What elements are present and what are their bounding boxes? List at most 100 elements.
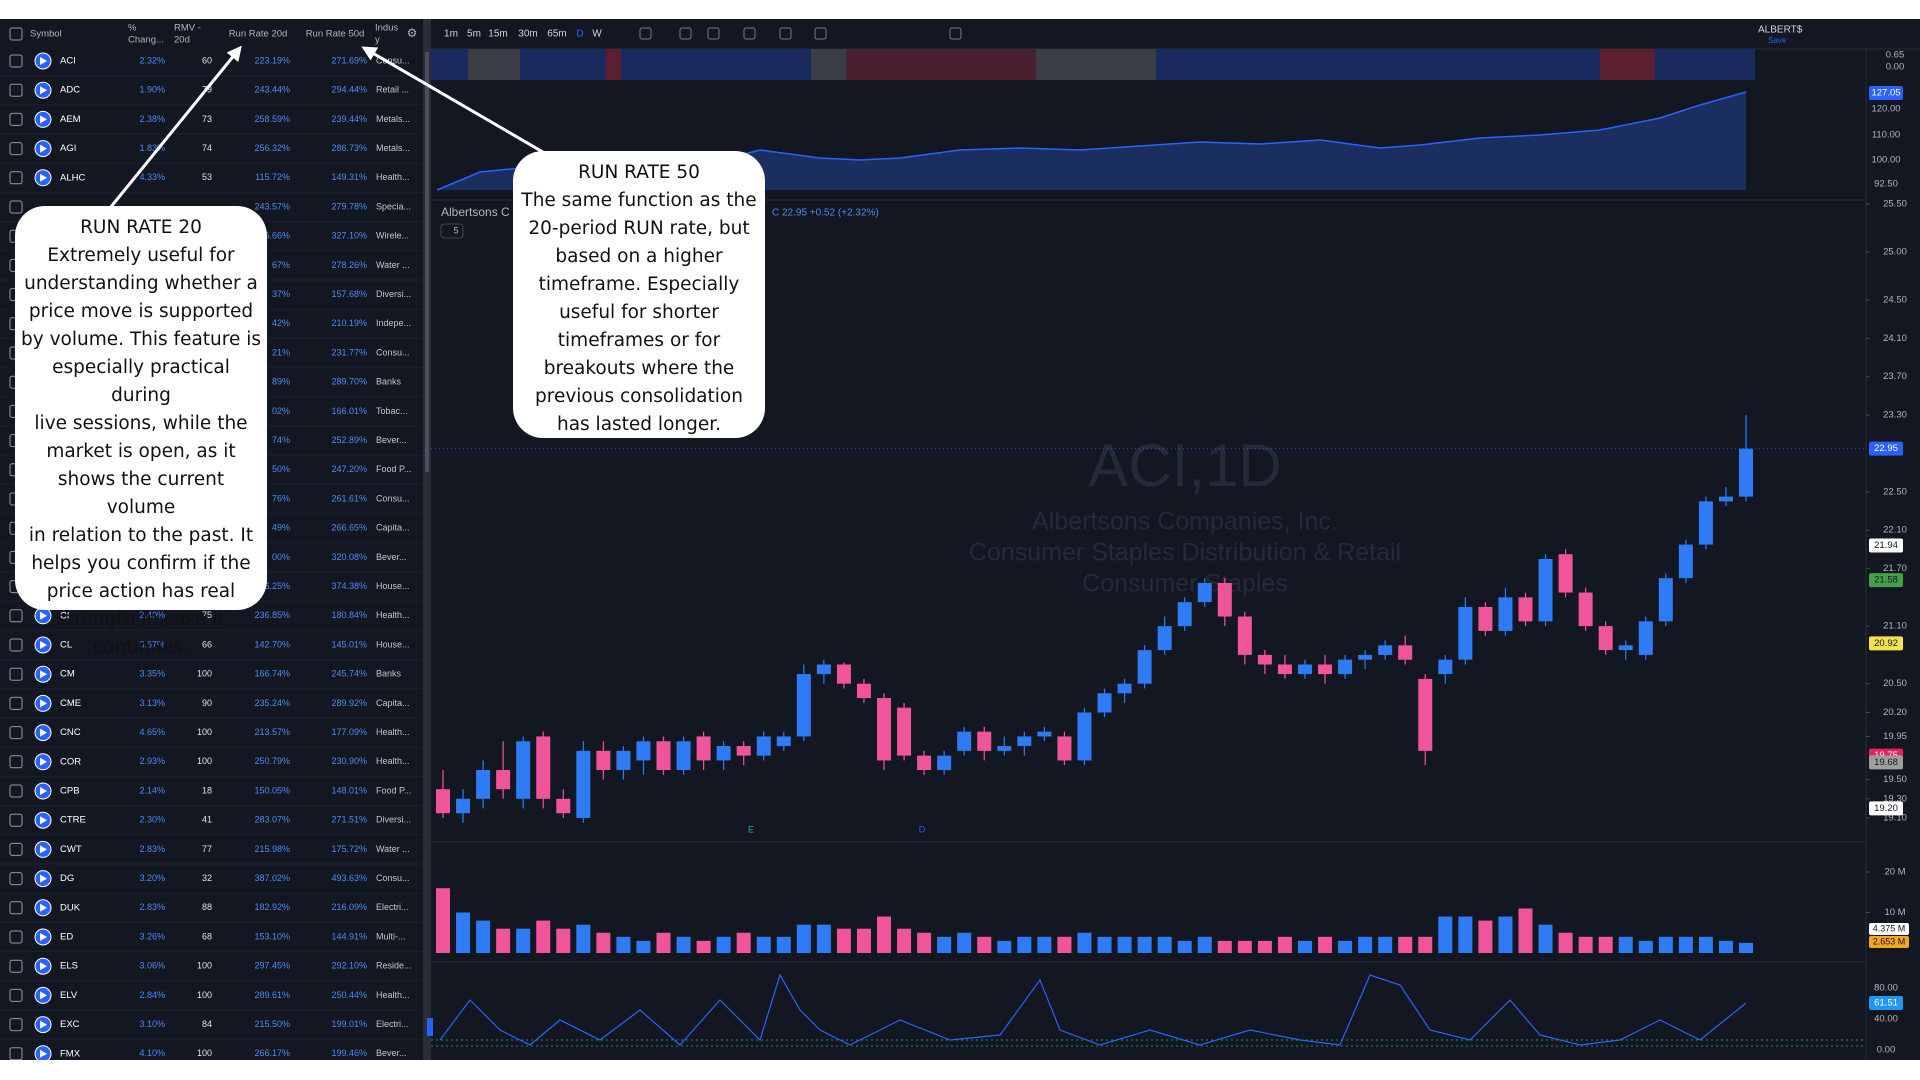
symbol[interactable]: ELS <box>60 961 78 972</box>
toolbar-icon[interactable] <box>743 27 756 40</box>
row-checkbox[interactable] <box>9 755 23 769</box>
symbol[interactable]: FMX <box>60 1048 81 1059</box>
symbol[interactable]: ACI <box>60 56 76 67</box>
symbol[interactable]: CPB <box>60 786 80 797</box>
column-header[interactable]: RMV - <box>174 23 201 34</box>
toolbar-icon[interactable] <box>779 27 792 40</box>
column-header[interactable]: Indus <box>375 23 398 34</box>
candle-body <box>756 736 771 756</box>
rmv-20d: 32 <box>202 873 212 883</box>
symbol[interactable]: ADC <box>60 85 80 96</box>
run-rate-20d: 115.72% <box>255 172 290 182</box>
select-all-checkbox[interactable] <box>9 27 23 41</box>
row-checkbox[interactable] <box>9 901 23 915</box>
symbol[interactable]: ED <box>60 932 73 943</box>
symbol[interactable]: ELV <box>60 990 78 1001</box>
volume-bar <box>1217 940 1232 953</box>
symbol[interactable]: CL <box>60 640 72 651</box>
symbol[interactable]: DG <box>60 873 74 884</box>
industry: Retail ... <box>376 85 409 95</box>
toolbar-icon[interactable] <box>814 27 827 40</box>
run-rate-20d: 74% <box>272 435 290 445</box>
toolbar-icon[interactable] <box>639 27 652 40</box>
row-checkbox[interactable] <box>9 988 23 1002</box>
toolbar-icon[interactable] <box>679 27 692 40</box>
row-checkbox[interactable] <box>9 726 23 740</box>
column-header[interactable]: y <box>375 35 380 46</box>
symbol[interactable]: AEM <box>60 114 81 125</box>
price-tick-label: 19.10 <box>1883 813 1907 824</box>
change-pct: 3.10% <box>139 1019 165 1029</box>
candle-body <box>736 746 751 756</box>
row-checkbox[interactable] <box>9 638 23 652</box>
column-header[interactable]: Run Rate 20d <box>229 29 288 40</box>
row-checkbox[interactable] <box>9 784 23 798</box>
row-checkbox[interactable] <box>9 872 23 886</box>
settings-icon[interactable]: ⚙ <box>407 26 418 40</box>
symbol[interactable]: CI <box>60 610 70 621</box>
legend-toggle-box[interactable] <box>440 223 464 239</box>
row-checkbox[interactable] <box>9 842 23 856</box>
column-header[interactable]: Chang... <box>128 35 164 46</box>
symbol[interactable]: EXC <box>60 1019 80 1030</box>
symbol[interactable]: AGI <box>60 143 76 154</box>
pane-handle[interactable] <box>427 1018 433 1036</box>
industry: Banks <box>376 377 402 387</box>
industry: Water ... <box>376 844 410 854</box>
interval-button[interactable]: W <box>592 29 602 40</box>
symbol[interactable]: CNC <box>60 727 81 738</box>
row-checkbox[interactable] <box>9 930 23 944</box>
layout-name[interactable]: ALBERT$ <box>1758 25 1803 36</box>
strip-band <box>1036 49 1156 80</box>
run-rate-20d: 6.66% <box>264 231 290 241</box>
price-badge-label: 19.68 <box>1874 757 1898 768</box>
indicator-scale-label: 40.00 <box>1874 1014 1898 1025</box>
symbol[interactable]: DUK <box>60 902 81 913</box>
row-checkbox[interactable] <box>9 813 23 827</box>
row-checkbox[interactable] <box>9 609 23 623</box>
logo-glyph <box>40 57 47 65</box>
volume-bar <box>756 936 771 953</box>
toolbar-icon[interactable] <box>949 27 962 40</box>
logo-glyph <box>40 670 47 679</box>
symbol[interactable]: CWT <box>60 844 82 855</box>
row-checkbox[interactable] <box>9 667 23 681</box>
interval-button[interactable]: 5m <box>467 29 481 40</box>
interval-button[interactable]: 15m <box>488 29 507 40</box>
row-checkbox[interactable] <box>9 696 23 710</box>
volume-bar <box>1618 936 1633 953</box>
row-checkbox[interactable] <box>9 142 23 156</box>
row-checkbox[interactable] <box>9 1047 23 1061</box>
rmv-20d: 100 <box>197 727 212 737</box>
symbol[interactable]: CME <box>60 698 81 709</box>
row-checkbox[interactable] <box>9 83 23 97</box>
industry: Consu... <box>376 55 410 65</box>
candle-body <box>796 674 811 737</box>
interval-button[interactable]: D <box>576 29 583 40</box>
interval-button[interactable]: 30m <box>518 29 537 40</box>
row-checkbox[interactable] <box>9 959 23 973</box>
panel-divider[interactable] <box>423 19 431 1060</box>
symbol[interactable]: ALHC <box>60 172 85 183</box>
change-pct: 2.83% <box>139 902 165 912</box>
column-header[interactable]: Symbol <box>30 29 62 40</box>
row-checkbox[interactable] <box>9 171 23 185</box>
column-header[interactable]: 20d <box>174 35 190 46</box>
price-badge-label: 22.95 <box>1874 443 1898 454</box>
symbol[interactable]: CTRE <box>60 815 86 826</box>
run-rate-50d: 149.31% <box>331 172 367 182</box>
row-checkbox[interactable] <box>9 200 23 214</box>
volume-bar <box>1678 936 1693 953</box>
row-checkbox[interactable] <box>9 1018 23 1032</box>
symbol[interactable]: CM <box>60 669 75 680</box>
legend-toggle[interactable]: 5 <box>453 225 458 235</box>
column-header[interactable]: Run Rate 50d <box>306 29 365 40</box>
row-checkbox[interactable] <box>9 112 23 126</box>
toolbar-icon[interactable] <box>707 27 720 40</box>
row-checkbox[interactable] <box>9 54 23 68</box>
column-header[interactable]: % <box>128 23 137 34</box>
interval-button[interactable]: 1m <box>444 29 458 40</box>
interval-button[interactable]: 65m <box>547 29 566 40</box>
scrollbar[interactable] <box>425 52 429 472</box>
symbol[interactable]: COR <box>60 756 81 767</box>
